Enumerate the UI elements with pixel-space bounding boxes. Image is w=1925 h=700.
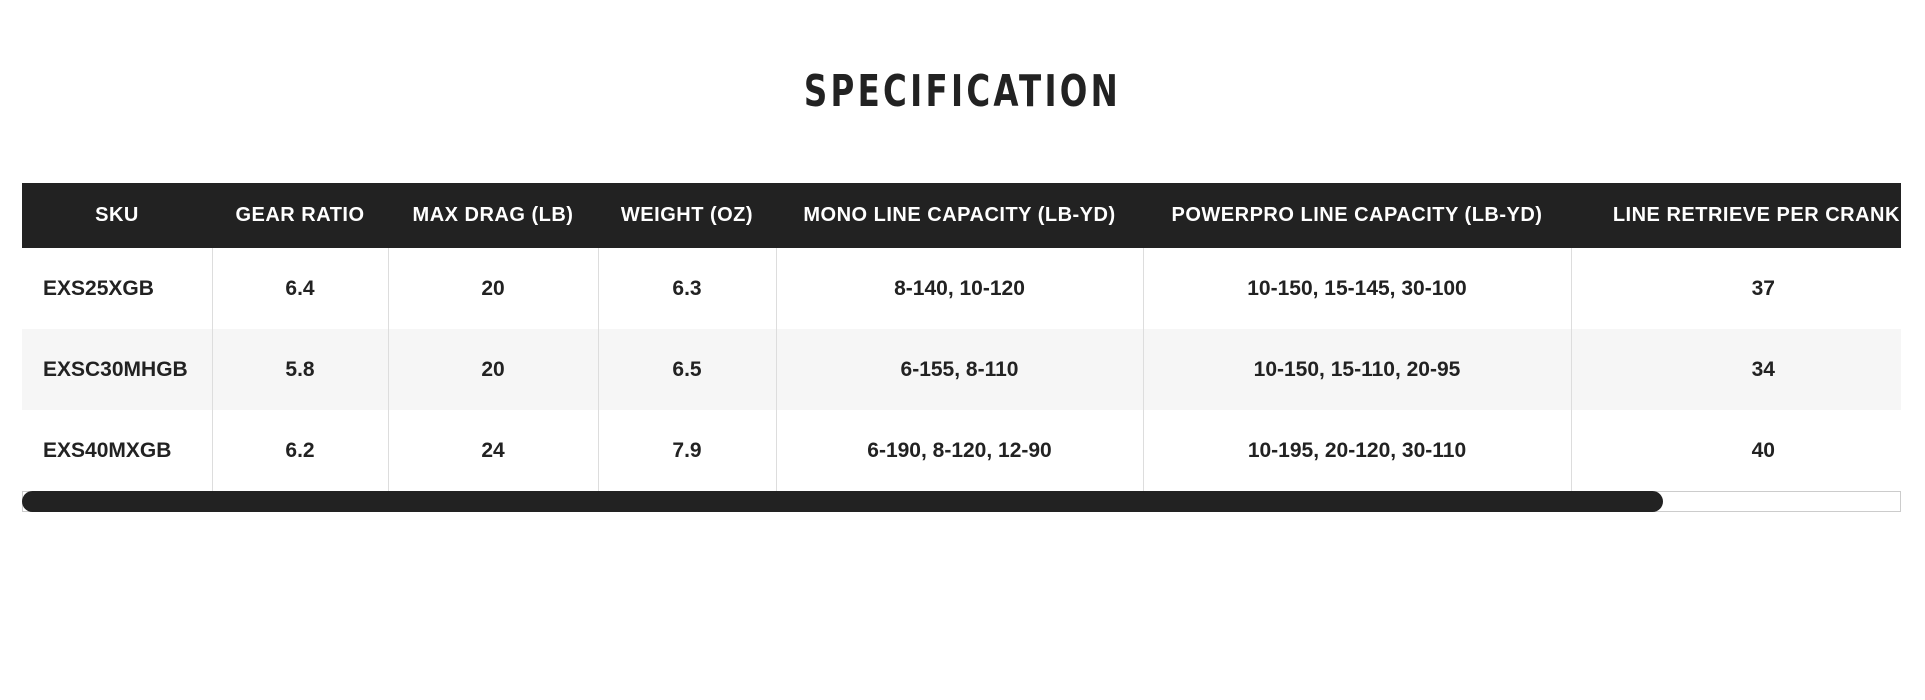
table-cell: EXSC30MHGB [22, 329, 212, 410]
table-row: EXS25XGB 6.4 20 6.3 8-140, 10-120 10-150, 15-… [22, 248, 1901, 329]
table-row: EXS40MXGB 6.2 24 7.9 6-190, 8-120, 12-90 10-1… [22, 410, 1901, 491]
column-header: LINE RETRIEVE PER CRANK ( [1571, 183, 1901, 248]
column-header: POWERPRO LINE CAPACITY (LB-YD) [1143, 183, 1571, 248]
table-cell: 6-155, 8-110 [775, 329, 1143, 410]
table-cell: 34 [1570, 329, 1901, 410]
column-header: MAX DRAG (LB) [388, 183, 598, 248]
table-cell: 20 [387, 329, 598, 410]
table-cell: 6.5 [597, 329, 776, 410]
table-cell: 5.8 [211, 329, 388, 410]
column-header: SKU [22, 183, 212, 248]
table-cell: 10-150, 15-145, 30-100 [1142, 248, 1571, 329]
column-header: MONO LINE CAPACITY (LB-YD) [776, 183, 1143, 248]
section-title: SPECIFICATION [803, 66, 1122, 117]
header-row: SKU GEAR RATIO MAX DRAG (LB) WEIGHT (OZ) MON… [22, 183, 1901, 248]
column-header: GEAR RATIO [212, 183, 388, 248]
table-row: EXSC30MHGB 5.8 20 6.5 6-155, 8-110 10-150, 15… [22, 329, 1901, 410]
column-header: WEIGHT (OZ) [598, 183, 776, 248]
table-cell: 10-150, 15-110, 20-95 [1142, 329, 1571, 410]
table-cell: 20 [387, 248, 598, 329]
table-cell: 8-140, 10-120 [775, 248, 1143, 329]
table-cell: 6.2 [211, 410, 388, 491]
table-cell: 10-195, 20-120, 30-110 [1142, 410, 1571, 491]
table-cell: 6.3 [597, 248, 776, 329]
scrollbar-thumb[interactable] [22, 491, 1663, 512]
table-cell: 7.9 [597, 410, 776, 491]
table-cell: 6.4 [211, 248, 388, 329]
spec-table: SKU GEAR RATIO MAX DRAG (LB) WEIGHT (OZ) MON… [22, 183, 1901, 491]
table-cell: EXS40MXGB [43, 438, 172, 462]
table-scroll[interactable]: SKU GEAR RATIO MAX DRAG (LB) WEIGHT (OZ) MON… [22, 183, 1901, 491]
table-body: EXS25XGB 6.4 20 6.3 8-140, 10-120 10-150, 15-… [22, 248, 1901, 491]
table-cell: 40 [1570, 410, 1901, 491]
table-cell: 6-190, 8-120, 12-90 [775, 410, 1143, 491]
table-cell: 37 [1570, 248, 1901, 329]
table-cell: EXS25XGB [43, 276, 154, 300]
table-cell: 24 [387, 410, 598, 491]
